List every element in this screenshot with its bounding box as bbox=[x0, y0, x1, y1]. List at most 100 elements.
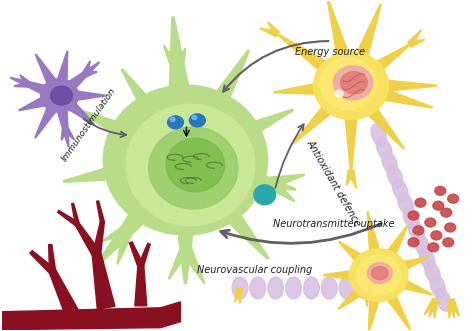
Ellipse shape bbox=[415, 198, 426, 207]
Polygon shape bbox=[392, 257, 428, 275]
Ellipse shape bbox=[448, 194, 459, 203]
Polygon shape bbox=[448, 300, 454, 318]
Polygon shape bbox=[96, 182, 170, 267]
Ellipse shape bbox=[168, 116, 183, 129]
Polygon shape bbox=[64, 156, 149, 182]
Polygon shape bbox=[365, 286, 379, 302]
Ellipse shape bbox=[268, 277, 283, 299]
Polygon shape bbox=[168, 17, 196, 122]
Polygon shape bbox=[58, 211, 79, 226]
Polygon shape bbox=[448, 299, 460, 316]
Polygon shape bbox=[84, 71, 97, 77]
Polygon shape bbox=[35, 106, 56, 138]
Polygon shape bbox=[129, 242, 144, 267]
Ellipse shape bbox=[232, 277, 248, 299]
Polygon shape bbox=[92, 253, 115, 309]
Polygon shape bbox=[324, 269, 362, 281]
Polygon shape bbox=[382, 287, 411, 330]
Ellipse shape bbox=[425, 218, 436, 227]
Polygon shape bbox=[164, 46, 182, 74]
Polygon shape bbox=[424, 298, 438, 314]
Polygon shape bbox=[364, 288, 370, 306]
Polygon shape bbox=[346, 170, 354, 185]
Ellipse shape bbox=[170, 118, 175, 121]
Text: Neurotransmitter uptake: Neurotransmitter uptake bbox=[273, 218, 395, 228]
Text: Energy source: Energy source bbox=[294, 47, 365, 57]
Ellipse shape bbox=[335, 90, 343, 97]
Ellipse shape bbox=[371, 124, 387, 147]
Ellipse shape bbox=[51, 86, 73, 105]
Polygon shape bbox=[61, 127, 68, 140]
Polygon shape bbox=[30, 251, 55, 274]
Polygon shape bbox=[75, 223, 100, 257]
Polygon shape bbox=[82, 61, 90, 75]
Polygon shape bbox=[121, 69, 171, 134]
Ellipse shape bbox=[445, 223, 456, 232]
Ellipse shape bbox=[314, 52, 389, 119]
Polygon shape bbox=[36, 55, 56, 85]
Ellipse shape bbox=[321, 277, 337, 299]
Ellipse shape bbox=[126, 104, 255, 226]
Polygon shape bbox=[339, 241, 370, 269]
Ellipse shape bbox=[425, 261, 440, 284]
Polygon shape bbox=[68, 62, 100, 90]
Polygon shape bbox=[352, 4, 381, 68]
Ellipse shape bbox=[408, 238, 419, 247]
Polygon shape bbox=[448, 299, 455, 317]
Ellipse shape bbox=[428, 243, 439, 252]
Polygon shape bbox=[370, 84, 432, 108]
Polygon shape bbox=[348, 170, 356, 188]
Polygon shape bbox=[432, 300, 438, 318]
Ellipse shape bbox=[398, 193, 413, 215]
Polygon shape bbox=[19, 96, 47, 111]
Ellipse shape bbox=[382, 151, 397, 174]
Polygon shape bbox=[72, 203, 79, 225]
Polygon shape bbox=[364, 287, 373, 305]
Ellipse shape bbox=[408, 211, 419, 220]
Polygon shape bbox=[338, 281, 370, 309]
Polygon shape bbox=[365, 44, 410, 79]
Ellipse shape bbox=[149, 127, 238, 209]
Ellipse shape bbox=[443, 238, 454, 247]
Polygon shape bbox=[63, 127, 74, 140]
Ellipse shape bbox=[392, 179, 408, 202]
Ellipse shape bbox=[376, 138, 392, 160]
Polygon shape bbox=[367, 212, 382, 260]
Polygon shape bbox=[57, 109, 69, 147]
Polygon shape bbox=[14, 81, 28, 87]
Ellipse shape bbox=[430, 275, 446, 298]
Polygon shape bbox=[180, 246, 205, 283]
Polygon shape bbox=[74, 91, 105, 101]
Polygon shape bbox=[68, 101, 94, 125]
Text: Neurovascular coupling: Neurovascular coupling bbox=[197, 265, 312, 275]
Polygon shape bbox=[220, 160, 295, 190]
Ellipse shape bbox=[303, 277, 319, 299]
Polygon shape bbox=[173, 199, 197, 284]
Ellipse shape bbox=[403, 206, 419, 229]
Polygon shape bbox=[135, 266, 147, 306]
Ellipse shape bbox=[435, 186, 446, 195]
Text: Antioxidant defence: Antioxidant defence bbox=[304, 138, 362, 228]
Ellipse shape bbox=[372, 266, 388, 280]
Polygon shape bbox=[344, 107, 358, 171]
Ellipse shape bbox=[333, 66, 373, 100]
Polygon shape bbox=[268, 22, 280, 36]
Ellipse shape bbox=[166, 138, 225, 192]
Polygon shape bbox=[201, 182, 269, 259]
Ellipse shape bbox=[339, 277, 355, 299]
Polygon shape bbox=[293, 96, 341, 143]
Ellipse shape bbox=[103, 85, 267, 235]
Text: Immunostimulation: Immunostimulation bbox=[60, 86, 118, 163]
Ellipse shape bbox=[41, 79, 78, 113]
Polygon shape bbox=[168, 246, 190, 279]
Polygon shape bbox=[409, 40, 424, 47]
Ellipse shape bbox=[431, 231, 442, 240]
Ellipse shape bbox=[367, 263, 392, 283]
Polygon shape bbox=[277, 33, 337, 79]
Ellipse shape bbox=[409, 220, 424, 243]
Polygon shape bbox=[274, 81, 330, 94]
Polygon shape bbox=[237, 288, 243, 303]
Ellipse shape bbox=[286, 277, 301, 299]
Ellipse shape bbox=[356, 255, 401, 295]
Ellipse shape bbox=[350, 249, 408, 302]
